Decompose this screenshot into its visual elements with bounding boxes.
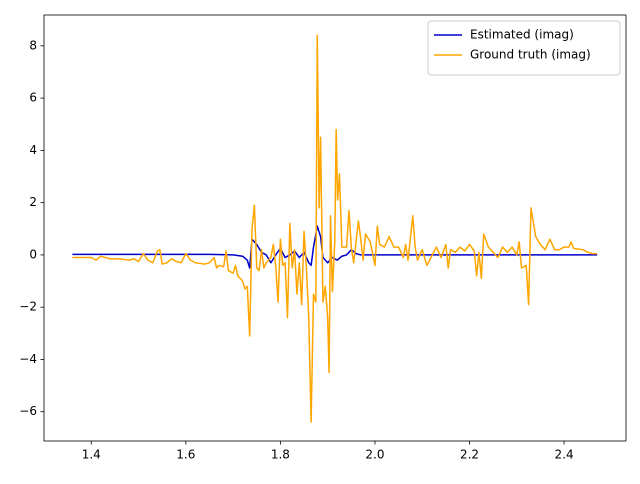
y-tick-label: 6 bbox=[29, 91, 37, 105]
series-line bbox=[72, 225, 598, 269]
y-tick-label: −2 bbox=[19, 300, 37, 314]
y-tick-label: 0 bbox=[29, 247, 37, 261]
x-tick-label: 1.4 bbox=[82, 448, 101, 462]
x-tick-label: 1.8 bbox=[271, 448, 290, 462]
x-tick-label: 2.2 bbox=[460, 448, 479, 462]
x-tick-label: 2.0 bbox=[365, 448, 384, 462]
legend-label: Estimated (imag) bbox=[470, 28, 574, 42]
x-tick-label: 2.4 bbox=[555, 448, 574, 462]
x-tick-label: 1.6 bbox=[176, 448, 195, 462]
axes-frame bbox=[43, 14, 627, 442]
y-tick-label: 4 bbox=[29, 143, 37, 157]
legend-box bbox=[427, 20, 621, 76]
y-tick-label: −4 bbox=[19, 352, 37, 366]
legend-label: Ground truth (imag) bbox=[470, 48, 591, 62]
y-tick-label: 2 bbox=[29, 195, 37, 209]
y-tick-label: 8 bbox=[29, 38, 37, 52]
series-line bbox=[72, 34, 598, 423]
y-tick-label: −6 bbox=[19, 404, 37, 418]
